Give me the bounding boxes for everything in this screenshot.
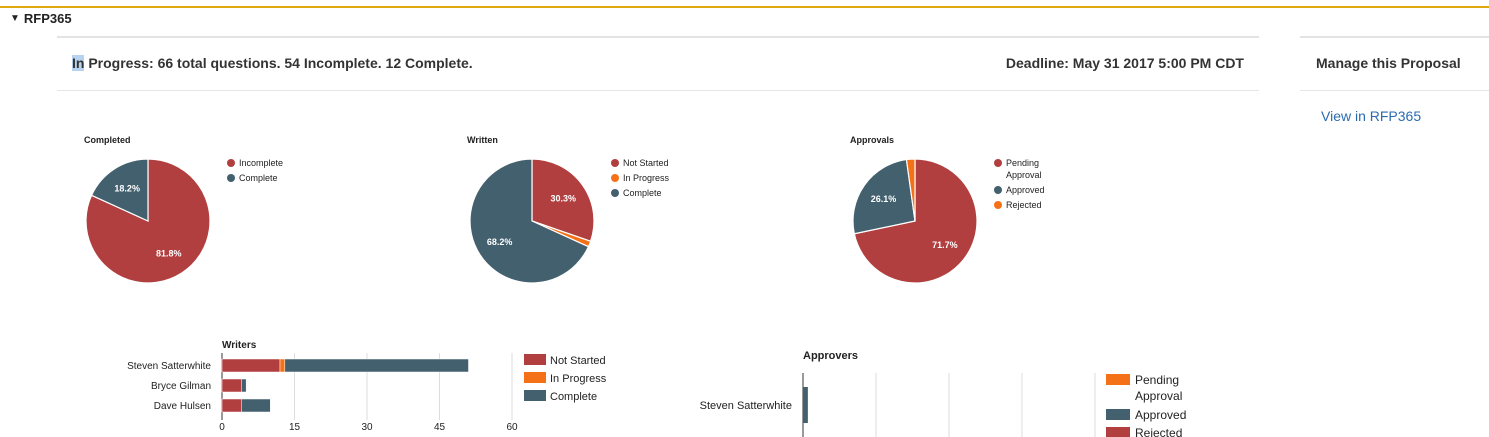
pie-chart-completed — [85, 158, 211, 284]
x-tick-label: 60 — [506, 422, 518, 433]
progress-status: In Progress: 66 total questions. 54 Inco… — [72, 55, 473, 71]
legend-swatch — [1106, 427, 1130, 437]
legend-marker — [994, 201, 1002, 209]
legend-label: Incomplete — [239, 158, 283, 168]
deadline-label: Deadline: May 31 2017 5:00 PM CDT — [1005, 55, 1244, 71]
legend-swatch — [524, 354, 546, 365]
legend-label: In Progress — [623, 173, 670, 183]
legend-label: Not Started — [623, 158, 669, 168]
legend-marker — [994, 159, 1002, 167]
pie-slice-not-started — [531, 158, 595, 243]
bar-segment-not-started — [221, 358, 281, 373]
manage-divider — [1300, 90, 1489, 91]
pie-slice-label: 30.3% — [551, 194, 577, 204]
status-selected-text: In — [72, 55, 85, 71]
legend-marker — [227, 159, 235, 167]
legend-marker — [611, 189, 619, 197]
legend-label: Approval — [1006, 170, 1042, 180]
legend-label: In Progress — [550, 373, 607, 385]
bar-chart-title: Writers — [222, 340, 257, 351]
legend-label: Rejected — [1135, 426, 1182, 437]
legend-label: Complete — [550, 391, 597, 403]
y-tick-label: Steven Satterwhite — [700, 400, 792, 412]
x-tick-label: 45 — [434, 422, 446, 433]
section-header[interactable]: ▼ RFP365 — [10, 11, 72, 26]
pie-slice-rejected — [905, 158, 916, 222]
legend-label: Pending — [1135, 373, 1179, 387]
legend-marker — [611, 159, 619, 167]
pie-slice-label: 18.2% — [114, 184, 140, 194]
legend-swatch — [524, 372, 546, 383]
legend-swatch — [1106, 409, 1130, 420]
legend-label: Complete — [623, 188, 662, 198]
legend-marker — [994, 186, 1002, 194]
pie-slice-label: 26.1% — [871, 194, 897, 204]
side-panel-top-border — [1300, 36, 1489, 38]
legend-label: Pending — [1006, 158, 1039, 168]
legend-label: Approved — [1135, 408, 1186, 422]
view-in-rfp365-link[interactable]: View in RFP365 — [1321, 108, 1422, 124]
legend-label: Complete — [239, 173, 278, 183]
pie-slice-pending-approval — [853, 158, 978, 284]
section-title: RFP365 — [23, 11, 72, 26]
pie-slice-approved — [852, 158, 916, 235]
x-tick-label: 30 — [361, 422, 373, 433]
header-divider — [57, 90, 1259, 91]
legend-label: Approved — [1006, 185, 1045, 195]
pie-chart-approvals — [852, 158, 978, 284]
section-top-border — [0, 6, 1489, 8]
bar-segment-in-progress — [279, 358, 286, 373]
legend-label: Rejected — [1006, 200, 1042, 210]
legend-marker — [611, 174, 619, 182]
bar-segment-complete — [241, 398, 271, 413]
pie-title: Approvals — [850, 135, 894, 145]
pie-slice-complete — [469, 158, 590, 284]
legend-swatch — [1106, 374, 1130, 385]
bar-segment-not-started — [221, 398, 242, 413]
y-tick-label: Dave Hulsen — [154, 401, 211, 412]
collapse-triangle-icon[interactable]: ▼ — [10, 13, 20, 24]
pie-title: Written — [467, 135, 498, 145]
y-tick-label: Bryce Gilman — [151, 381, 211, 392]
y-tick-label: Steven Satterwhite — [127, 361, 211, 372]
pie-chart-written — [469, 158, 595, 284]
legend-label: Approval — [1135, 389, 1182, 403]
bar-segment-not-started — [221, 378, 242, 393]
pie-slice-label: 81.8% — [156, 248, 182, 258]
legend-marker — [227, 174, 235, 182]
bar-segment-approved — [803, 387, 808, 423]
bar-segment-complete — [284, 358, 469, 373]
legend-swatch — [524, 390, 546, 401]
pie-title: Completed — [84, 135, 131, 145]
pie-slice-label: 68.2% — [487, 237, 513, 247]
status-text: Progress: 66 total questions. 54 Incompl… — [84, 55, 473, 71]
bar-segment-complete — [241, 378, 247, 393]
main-panel-top-border — [57, 36, 1259, 38]
bar-chart-title: Approvers — [803, 350, 858, 362]
x-tick-label: 0 — [219, 422, 225, 433]
manage-title: Manage this Proposal — [1316, 55, 1461, 71]
x-tick-label: 15 — [289, 422, 301, 433]
legend-label: Not Started — [550, 355, 606, 367]
pie-slice-complete — [90, 158, 149, 222]
pie-slice-label: 71.7% — [932, 240, 958, 250]
